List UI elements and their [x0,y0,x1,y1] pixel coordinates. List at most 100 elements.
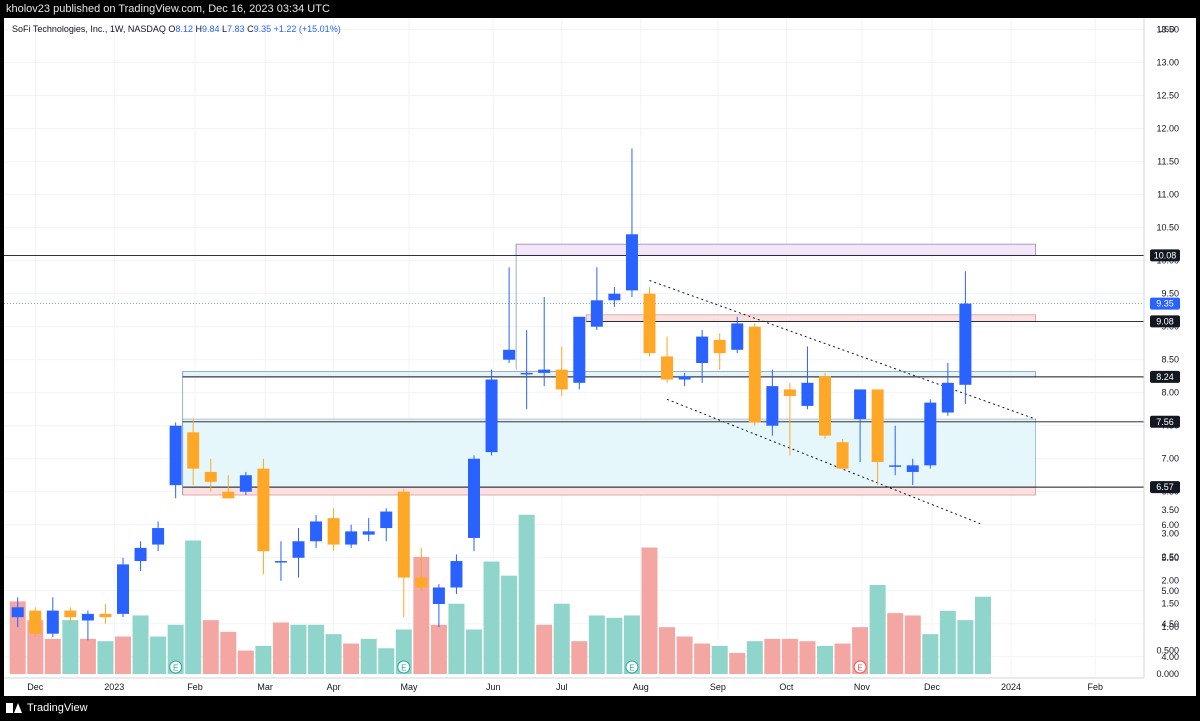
candle[interactable] [310,514,323,548]
candle[interactable] [924,399,937,469]
candle[interactable] [169,422,182,499]
candle[interactable] [959,271,972,404]
candle[interactable] [889,425,902,476]
volume-bar[interactable] [79,638,96,674]
volume-bar[interactable] [781,638,798,674]
candle[interactable] [801,346,814,410]
volume-bar[interactable] [430,624,447,674]
volume-bar[interactable] [448,603,465,674]
earnings-marker[interactable]: E [397,660,411,674]
candle[interactable] [608,287,621,307]
volume-bar[interactable] [834,643,851,674]
candle[interactable] [327,508,340,552]
volume-bar[interactable] [869,585,886,674]
candle[interactable] [485,369,498,456]
volume-bar[interactable] [939,610,956,674]
volume-bar[interactable] [483,561,500,674]
candle[interactable] [187,419,200,486]
candle[interactable] [503,267,516,364]
candle[interactable] [415,547,428,591]
candle[interactable] [819,372,831,439]
candle[interactable] [871,389,884,486]
earnings-marker[interactable]: E [853,660,867,674]
candle[interactable] [152,521,165,552]
volume-bar[interactable] [957,620,974,674]
candle[interactable] [538,296,551,387]
candle[interactable] [64,607,77,624]
candle[interactable] [450,554,463,595]
volume-bar[interactable] [518,514,535,674]
candle[interactable] [292,528,305,578]
volume-bar[interactable] [817,645,833,674]
volume-bar[interactable] [501,575,518,674]
volume-bar[interactable] [676,636,693,674]
volume-bar[interactable] [694,643,711,674]
volume-bar[interactable] [729,652,746,674]
volume-bar[interactable] [167,624,184,674]
volume-bar[interactable] [711,645,728,674]
volume-bar[interactable] [922,634,939,674]
volume-bar[interactable] [536,624,553,674]
volume-bar[interactable] [185,540,202,675]
volume-bar[interactable] [571,641,588,674]
volume-bar[interactable] [343,643,360,674]
candle[interactable] [239,471,252,496]
tradingview-logo[interactable]: TradingView [0,697,88,719]
candle[interactable] [573,316,586,390]
candle[interactable] [678,372,691,387]
volume-bar[interactable] [325,634,342,674]
volume-bar[interactable] [202,620,219,674]
volume-bar[interactable] [132,615,149,674]
chart-area[interactable]: E E E E USD 13.50 13.00 12.50 12.00 11.50 11.00 10.… [4,18,1196,696]
candle[interactable] [696,329,709,383]
candle[interactable] [380,508,393,542]
candle[interactable] [99,603,112,624]
volume-bar[interactable] [588,615,605,674]
candle[interactable] [222,475,235,499]
volume-bar[interactable] [974,596,991,674]
volume-bar[interactable] [887,613,904,674]
earnings-marker[interactable]: E [169,660,183,674]
candle[interactable] [134,541,147,571]
candle[interactable] [766,369,779,436]
candle[interactable] [941,363,954,416]
volume-bar[interactable] [255,645,272,674]
candle[interactable] [713,333,726,370]
candle[interactable] [397,488,410,618]
candle[interactable] [625,148,638,297]
volume-bar[interactable] [220,631,237,674]
volume-bar[interactable] [9,601,26,674]
volume-bar[interactable] [799,641,816,674]
volume-bar[interactable] [553,603,570,674]
candle[interactable] [520,329,533,410]
volume-bar[interactable] [746,641,763,674]
candle[interactable] [46,597,59,637]
volume-bar[interactable] [308,624,325,674]
volume-bar[interactable] [606,617,623,674]
candle[interactable] [117,557,129,618]
volume-bar[interactable] [659,627,676,674]
candle[interactable] [81,610,94,641]
candle[interactable] [257,458,270,575]
candle[interactable] [204,458,217,492]
candle[interactable] [854,389,867,463]
volume-bar[interactable] [290,624,307,674]
volume-bar[interactable] [466,629,482,675]
candle[interactable] [432,584,445,628]
earnings-marker[interactable]: E [625,660,639,674]
candle[interactable] [345,524,358,548]
volume-bar[interactable] [641,547,658,674]
candle[interactable] [731,316,744,354]
candle[interactable] [362,518,375,542]
volume-bar[interactable] [378,648,395,674]
candle[interactable] [906,458,919,486]
volume-bar[interactable] [150,636,167,674]
candle[interactable] [590,267,603,330]
candle[interactable] [661,336,674,383]
volume-bar[interactable] [97,641,114,674]
candle[interactable] [29,607,42,637]
volume-bar[interactable] [62,620,79,674]
volume-bar[interactable] [360,638,377,674]
volume-bar[interactable] [237,650,254,674]
